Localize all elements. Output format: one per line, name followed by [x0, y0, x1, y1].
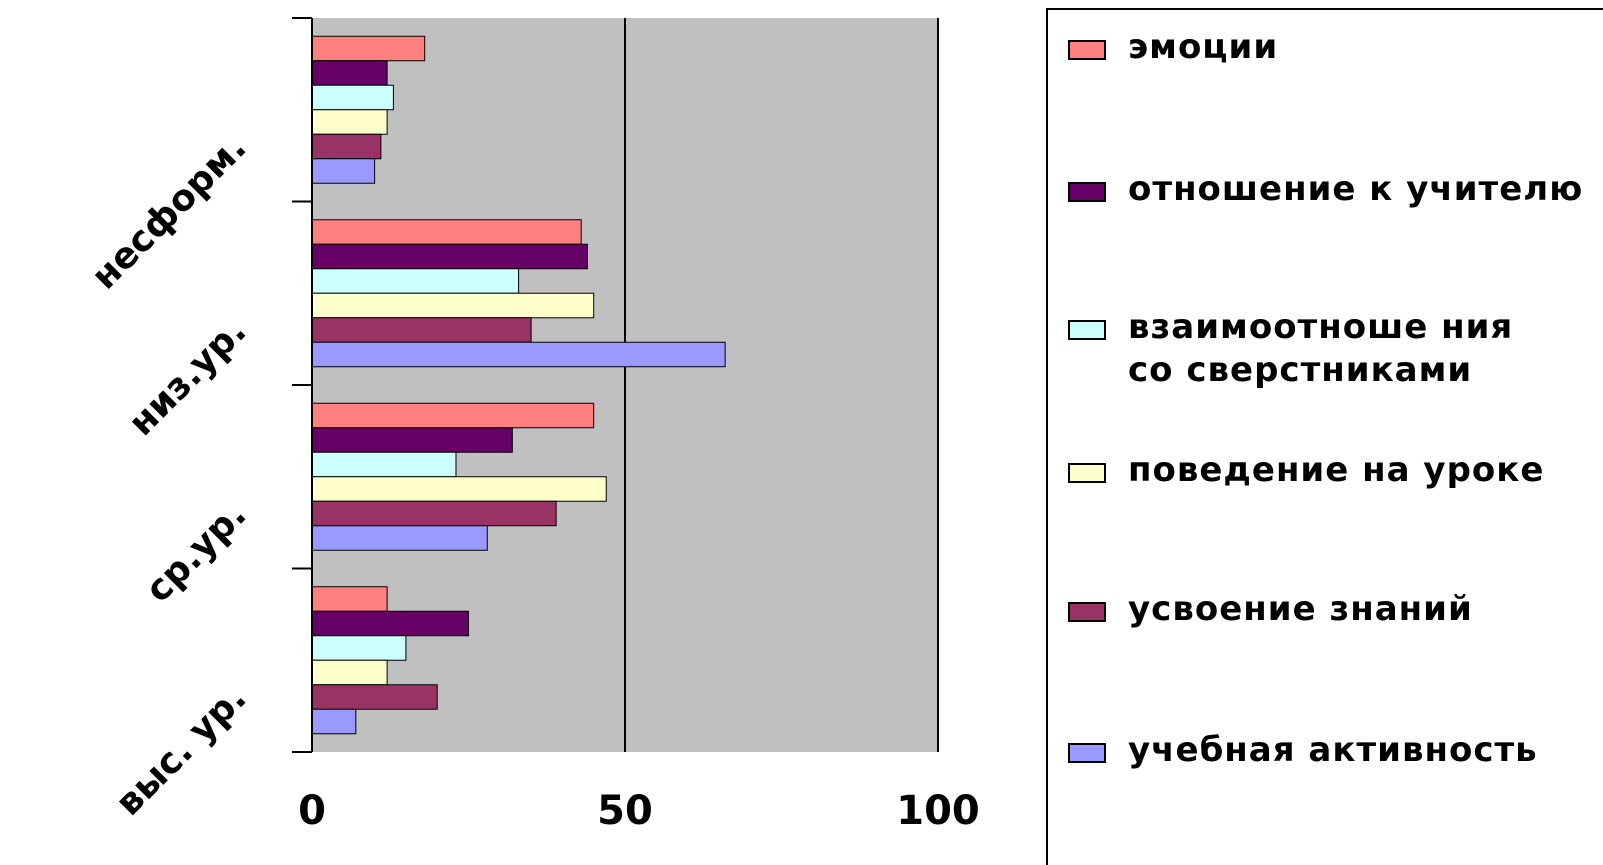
legend-swatch [1068, 320, 1106, 340]
bar [311, 708, 357, 735]
legend-swatch [1068, 743, 1106, 763]
x-tick-label: 100 [896, 788, 980, 834]
y-tick-label: выс. ур. [108, 678, 254, 824]
bar [311, 341, 726, 368]
bar [311, 610, 469, 637]
y-tick-label: несформ. [84, 127, 254, 297]
legend-swatch [1068, 463, 1106, 483]
bar [311, 158, 376, 184]
legend-swatch [1068, 182, 1106, 202]
bar [311, 268, 520, 294]
bar [311, 109, 388, 135]
category-tick-marks [292, 17, 312, 753]
bar [311, 586, 388, 612]
bar [311, 500, 557, 527]
y-axis-labels: несформ. низ.ур. ср.ур. выс. ур. [84, 127, 254, 824]
bar [311, 451, 457, 478]
bar [311, 427, 513, 453]
bar [311, 317, 532, 343]
bar [311, 60, 388, 86]
bar [311, 476, 607, 502]
x-tick-label: 50 [597, 788, 653, 834]
bar [311, 84, 394, 111]
bar [311, 402, 595, 429]
bar [311, 219, 582, 245]
x-tick-label: 0 [298, 788, 326, 834]
legend-swatch [1068, 40, 1106, 60]
gridlines [624, 18, 939, 752]
bar [311, 35, 426, 62]
y-tick-label: ср.ур. [138, 494, 254, 610]
bar [311, 659, 388, 686]
bar [311, 243, 588, 270]
bar [311, 292, 595, 319]
legend-label: эмоции [1128, 27, 1279, 67]
legend-swatch [1068, 602, 1106, 622]
y-tick-label: низ.ур. [121, 311, 254, 444]
bar [311, 684, 438, 710]
legend-label: учебная активность [1128, 730, 1538, 770]
x-axis-labels: 0 50 100 [298, 788, 980, 834]
legend-label: усвоение знаний [1128, 589, 1473, 629]
bar [311, 635, 407, 661]
legend-label: поведение на уроке [1128, 450, 1545, 490]
legend-label: взаимоотноше ния со сверстниками [1128, 307, 1514, 390]
bar [311, 133, 382, 160]
legend-label: отношение к учителю [1128, 169, 1584, 209]
bars [311, 35, 726, 735]
legend: эмоции отношение к учителю взаимоотноше … [1046, 8, 1603, 865]
bar [311, 525, 488, 551]
